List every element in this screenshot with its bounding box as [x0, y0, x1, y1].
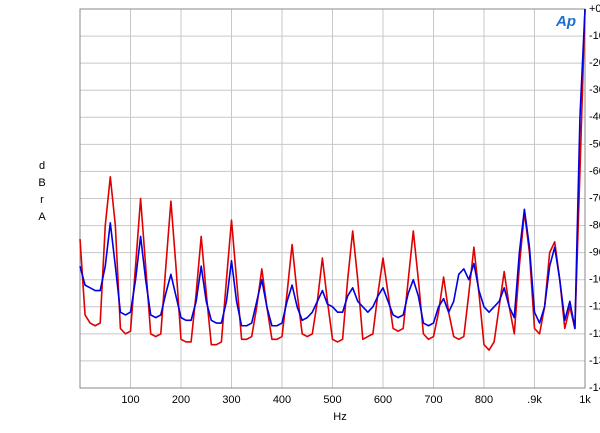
y-tick-label: -110: [589, 301, 600, 313]
x-axis-label: Hz: [333, 411, 346, 423]
x-tick-label: 200: [172, 394, 190, 406]
x-tick-label: 1k: [579, 394, 591, 406]
x-tick-label: .9k: [527, 394, 542, 406]
x-tick-label: 100: [121, 394, 139, 406]
x-tick-label: 800: [475, 394, 493, 406]
y-tick-label: -130: [589, 355, 600, 367]
logo: Ap: [555, 13, 576, 30]
y-tick-label: -80: [589, 219, 600, 231]
y-tick-label: -10: [589, 30, 600, 42]
x-tick-label: 400: [273, 394, 291, 406]
x-tick-label: 300: [222, 394, 240, 406]
y-tick-label: -40: [589, 111, 600, 123]
x-tick-label: 600: [374, 394, 392, 406]
y-tick-label: -140: [589, 382, 600, 394]
y-axis-label: dBr A: [38, 160, 46, 223]
series-line: [79, 8, 586, 330]
y-tick-label: -20: [589, 57, 600, 69]
y-tick-label: -70: [589, 192, 600, 204]
y-tick-label: -30: [589, 84, 600, 96]
y-tick-label: -100: [589, 274, 600, 286]
y-tick-label: -50: [589, 138, 600, 150]
x-tick-label: 700: [424, 394, 442, 406]
x-tick-label: 500: [323, 394, 341, 406]
y-tick-label: -90: [589, 247, 600, 259]
y-tick-label: -60: [589, 165, 600, 177]
y-tick-label: -120: [589, 328, 600, 340]
y-tick-label: +0: [589, 3, 600, 15]
plot-frame: [79, 8, 586, 389]
